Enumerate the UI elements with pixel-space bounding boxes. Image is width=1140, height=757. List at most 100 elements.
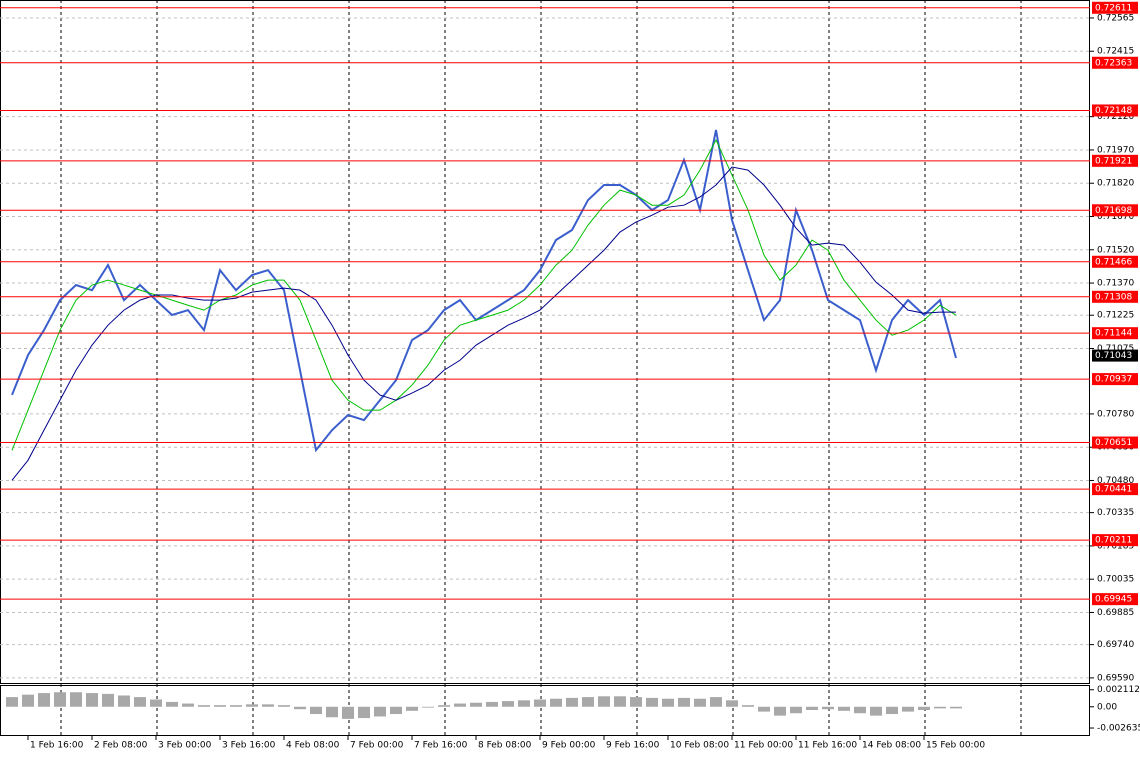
y-tick-label: 0.69590 bbox=[1097, 673, 1134, 683]
oscillator-bar bbox=[294, 706, 306, 710]
oscillator-bar bbox=[6, 697, 18, 707]
level-label-bg bbox=[1092, 104, 1138, 117]
level-label: 0.69945 bbox=[1095, 595, 1132, 605]
oscillator-bar bbox=[550, 698, 562, 707]
level-label: 0.72363 bbox=[1095, 58, 1132, 68]
y-tick-label: 0.70480 bbox=[1097, 476, 1134, 486]
oscillator-bar bbox=[502, 701, 514, 707]
oscillator-bar bbox=[902, 706, 914, 712]
y-tick-label: 0.00 bbox=[1097, 702, 1117, 712]
current-price-label: 0.71043 bbox=[1095, 351, 1132, 361]
level-label: 0.72611 bbox=[1095, 3, 1132, 13]
oscillator-bar bbox=[518, 700, 530, 707]
x-tick-label: 14 Feb 08:00 bbox=[862, 741, 921, 751]
y-tick-label: 0.71670 bbox=[1097, 212, 1134, 222]
oscillator-bar bbox=[822, 706, 834, 710]
oscillator-bar bbox=[854, 706, 866, 714]
oscillator-bar bbox=[662, 698, 674, 707]
level-label-bg bbox=[1092, 255, 1138, 268]
level-label: 0.71466 bbox=[1095, 257, 1132, 267]
y-tick-label: 0.71370 bbox=[1097, 279, 1134, 289]
oscillator-bar bbox=[422, 706, 434, 708]
oscillator-bar bbox=[86, 693, 98, 707]
level-label-bg bbox=[1092, 56, 1138, 69]
oscillator-bar bbox=[838, 706, 850, 711]
x-tick-label: 15 Feb 00:00 bbox=[926, 741, 985, 751]
level-label-bg bbox=[1092, 290, 1138, 303]
oscillator-bar bbox=[214, 705, 226, 707]
current-price-bg bbox=[1092, 349, 1138, 362]
level-label: 0.70937 bbox=[1095, 375, 1132, 385]
level-label-bg bbox=[1092, 436, 1138, 449]
oscillator-bar bbox=[278, 705, 290, 707]
series-line bbox=[11, 129, 957, 453]
oscillator-bar bbox=[806, 706, 818, 710]
y-tick-label: 0.72565 bbox=[1097, 13, 1134, 23]
level-label: 0.71698 bbox=[1095, 206, 1132, 216]
y-tick-label: 0.72415 bbox=[1097, 47, 1134, 57]
y-tick-label: 0.002112 bbox=[1097, 685, 1140, 695]
oscillator-bar bbox=[54, 692, 66, 707]
y-tick-label: 0.71225 bbox=[1097, 311, 1134, 321]
oscillator-bar bbox=[22, 694, 34, 707]
oscillator-bar bbox=[390, 706, 402, 715]
x-tick-label: 3 Feb 00:00 bbox=[158, 741, 212, 751]
oscillator-bar bbox=[918, 706, 930, 710]
y-tick-label: 0.71820 bbox=[1097, 179, 1134, 189]
oscillator-bar bbox=[790, 706, 802, 714]
x-tick-label: 4 Feb 08:00 bbox=[286, 741, 340, 751]
level-label-bg bbox=[1092, 1, 1138, 14]
oscillator-bar bbox=[150, 699, 162, 707]
oscillator-bar bbox=[742, 705, 754, 707]
x-tick-label: 9 Feb 00:00 bbox=[542, 741, 596, 751]
oscillator-bar bbox=[678, 697, 690, 707]
oscillator-bar bbox=[438, 705, 450, 707]
oscillator-bar bbox=[230, 705, 242, 707]
oscillator-bar bbox=[182, 703, 194, 707]
y-tick-label: 0.69885 bbox=[1097, 608, 1134, 618]
y-tick-label: -0.002635 bbox=[1097, 724, 1140, 734]
y-tick-label: 0.71520 bbox=[1097, 245, 1134, 255]
oscillator-bar bbox=[950, 706, 962, 709]
level-label: 0.70211 bbox=[1095, 536, 1132, 546]
level-label-bg bbox=[1092, 593, 1138, 606]
oscillator-bar bbox=[198, 705, 210, 707]
level-label-bg bbox=[1092, 204, 1138, 217]
oscillator-bar bbox=[470, 702, 482, 707]
oscillator-bar bbox=[534, 699, 546, 707]
oscillator-bar bbox=[582, 697, 594, 707]
y-tick-label: 0.72120 bbox=[1097, 112, 1134, 122]
y-tick-label: 0.70035 bbox=[1097, 575, 1134, 585]
x-tick-label: 8 Feb 08:00 bbox=[478, 741, 532, 751]
oscillator-bar bbox=[102, 693, 114, 707]
oscillator-bar bbox=[566, 697, 578, 707]
x-tick-label: 9 Feb 16:00 bbox=[606, 741, 660, 751]
oscillator-bar bbox=[870, 706, 882, 716]
oscillator-bar bbox=[630, 697, 642, 707]
oscillator-bar bbox=[310, 706, 322, 715]
level-label: 0.72148 bbox=[1095, 106, 1132, 116]
oscillator-bar bbox=[774, 706, 786, 716]
oscillator-bar bbox=[358, 706, 370, 719]
x-tick-label: 2 Feb 08:00 bbox=[94, 741, 148, 751]
oscillator-bar bbox=[598, 696, 610, 707]
oscillator-bar bbox=[758, 706, 770, 712]
level-label: 0.70441 bbox=[1095, 485, 1132, 495]
x-tick-label: 11 Feb 00:00 bbox=[734, 741, 793, 751]
panel-frame bbox=[0, 0, 1090, 684]
oscillator-bar bbox=[326, 706, 338, 718]
y-tick-label: 0.71075 bbox=[1097, 344, 1134, 354]
oscillator-bar bbox=[454, 703, 466, 707]
level-label-bg bbox=[1092, 327, 1138, 340]
level-label: 0.71921 bbox=[1095, 156, 1132, 166]
oscillator-bar bbox=[886, 706, 898, 715]
oscillator-bar bbox=[406, 706, 418, 711]
x-tick-label: 1 Feb 16:00 bbox=[30, 741, 84, 751]
oscillator-bar bbox=[726, 700, 738, 707]
y-tick-label: 0.69740 bbox=[1097, 640, 1134, 650]
oscillator-bar bbox=[934, 706, 946, 709]
x-tick-label: 3 Feb 16:00 bbox=[222, 741, 276, 751]
y-tick-label: 0.71970 bbox=[1097, 145, 1134, 155]
